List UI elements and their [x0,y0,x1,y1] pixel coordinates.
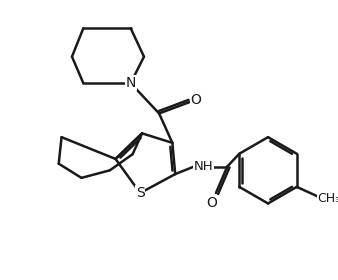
Text: O: O [191,93,201,107]
Text: NH: NH [194,160,213,173]
Text: N: N [125,76,136,90]
Text: O: O [206,195,217,209]
Text: CH₃: CH₃ [317,192,338,205]
Text: S: S [136,186,145,200]
